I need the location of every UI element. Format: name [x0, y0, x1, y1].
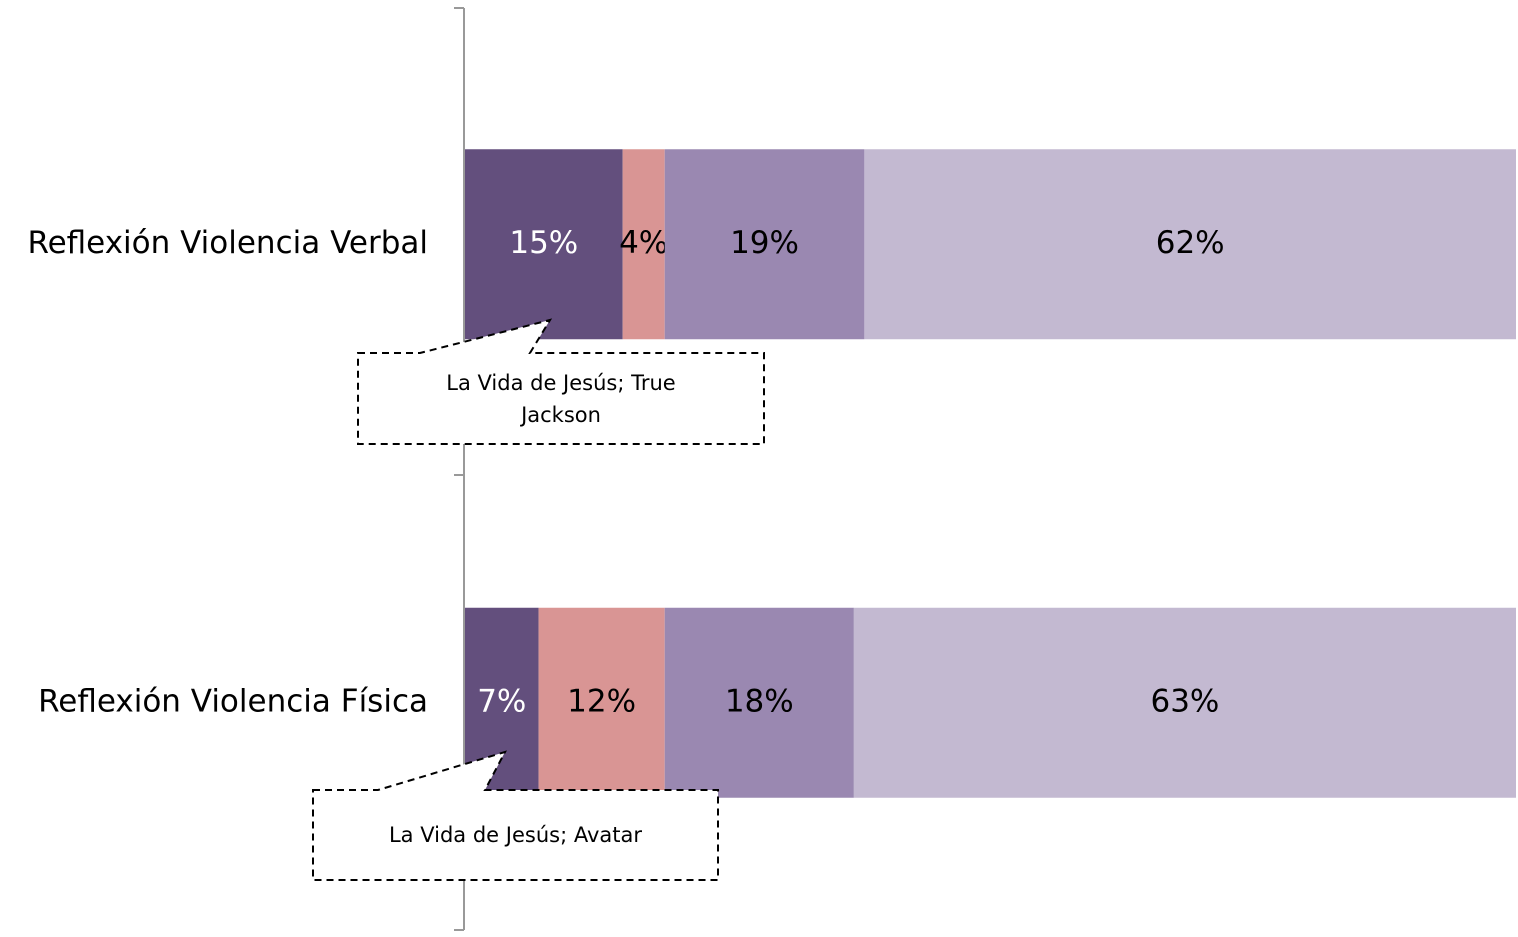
- value-label: 62%: [1156, 225, 1225, 261]
- callout: La Vida de Jesús; Avatar: [388, 823, 642, 847]
- value-label: 19%: [730, 225, 799, 261]
- bar-segment: [622, 149, 665, 340]
- category-label: Reflexión Violencia Física: [38, 683, 428, 719]
- category-label: Reflexión Violencia Verbal: [27, 225, 428, 261]
- bar-segment: [465, 149, 623, 340]
- callout-box: [312, 750, 719, 881]
- bar-segment: [538, 607, 665, 798]
- callout: La Vida de Jesús; True Jackson: [446, 370, 676, 427]
- callout-box: [357, 318, 765, 445]
- value-label: 18%: [725, 683, 794, 719]
- bar-segment: [664, 607, 854, 798]
- bar-segment: [864, 149, 1516, 340]
- value-label: 63%: [1150, 683, 1219, 719]
- annotation: La Vida de Jesús; True Jackson: [446, 370, 676, 427]
- value-label: 15%: [509, 225, 578, 261]
- value-label: 12%: [567, 683, 636, 719]
- bar-segment: [853, 607, 1516, 798]
- annotation: La Vida de Jesús; Avatar: [388, 823, 642, 847]
- value-label: 4%: [619, 225, 668, 261]
- bar-segment: [664, 149, 865, 340]
- value-label: 7%: [477, 683, 526, 719]
